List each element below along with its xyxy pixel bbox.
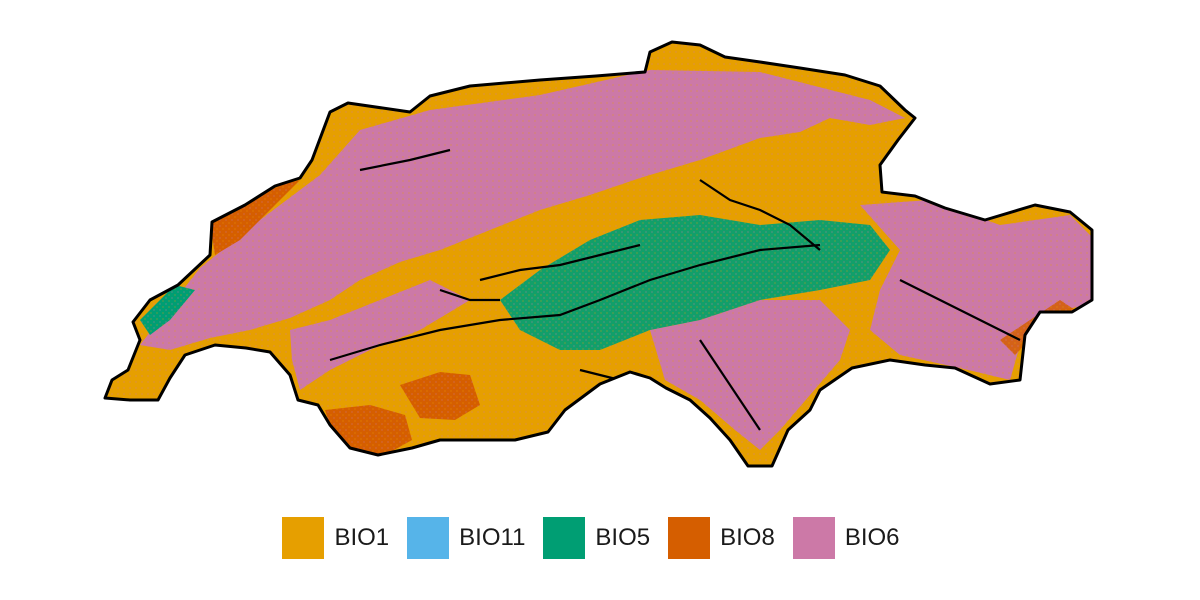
legend-swatch (407, 517, 450, 559)
legend-label: BIO5 (595, 524, 651, 551)
switzerland-map (103, 40, 1094, 468)
legend-label: BIO1 (334, 524, 390, 551)
legend: BIO1 BIO11 BIO5 BIO8 BIO6 (0, 515, 1200, 561)
raster-speckle (105, 42, 1092, 466)
raster-layer (105, 42, 1092, 466)
legend-item-bio8: BIO8 (668, 517, 775, 559)
legend-swatch (282, 517, 325, 559)
legend-item-bio6: BIO6 (792, 517, 900, 559)
legend-swatch (668, 517, 711, 559)
legend-label: BIO8 (720, 524, 775, 551)
legend-item-bio5: BIO5 (543, 517, 650, 559)
legend-label: BIO6 (844, 524, 900, 551)
legend-swatch (792, 517, 835, 559)
legend-swatch (543, 517, 586, 559)
legend-item-bio1: BIO1 (282, 517, 389, 559)
country-border (103, 40, 1094, 468)
legend-item-bio11: BIO11 (407, 517, 525, 559)
legend-label: BIO11 (459, 524, 526, 551)
